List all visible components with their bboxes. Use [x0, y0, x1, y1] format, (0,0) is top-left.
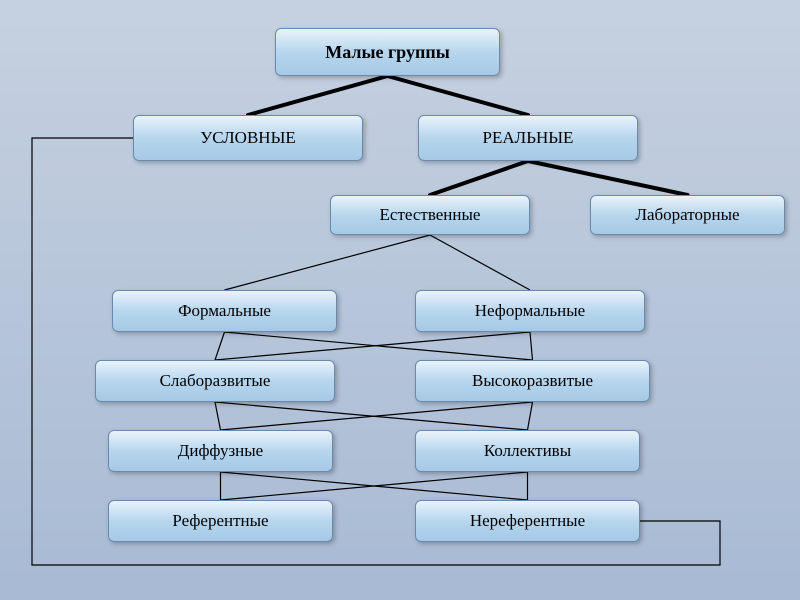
node-referent: Референтные	[108, 500, 333, 542]
node-label: Формальные	[178, 301, 271, 321]
node-label: Неформальные	[475, 301, 585, 321]
node-label: Малые группы	[325, 42, 450, 63]
node-formal: Формальные	[112, 290, 337, 332]
node-label: УСЛОВНЫЕ	[200, 128, 296, 148]
node-label: Референтные	[172, 511, 268, 531]
node-nonreferent: Нереферентные	[415, 500, 640, 542]
node-diffuse: Диффузные	[108, 430, 333, 472]
node-informal: Неформальные	[415, 290, 645, 332]
node-developed: Высокоразвитые	[415, 360, 650, 402]
node-label: Слаборазвитые	[160, 371, 271, 391]
node-label: Нереферентные	[470, 511, 585, 531]
node-label: Диффузные	[178, 441, 263, 461]
node-conditional: УСЛОВНЫЕ	[133, 115, 363, 161]
node-collectives: Коллективы	[415, 430, 640, 472]
node-label: Высокоразвитые	[472, 371, 593, 391]
node-label: Коллективы	[484, 441, 571, 461]
node-natural: Естественные	[330, 195, 530, 235]
node-real: РЕАЛЬНЫЕ	[418, 115, 638, 161]
node-label: РЕАЛЬНЫЕ	[483, 128, 574, 148]
node-underdeveloped: Слаборазвитые	[95, 360, 335, 402]
node-root: Малые группы	[275, 28, 500, 76]
node-label: Естественные	[380, 205, 481, 225]
node-label: Лабораторные	[635, 205, 739, 225]
node-laboratory: Лабораторные	[590, 195, 785, 235]
